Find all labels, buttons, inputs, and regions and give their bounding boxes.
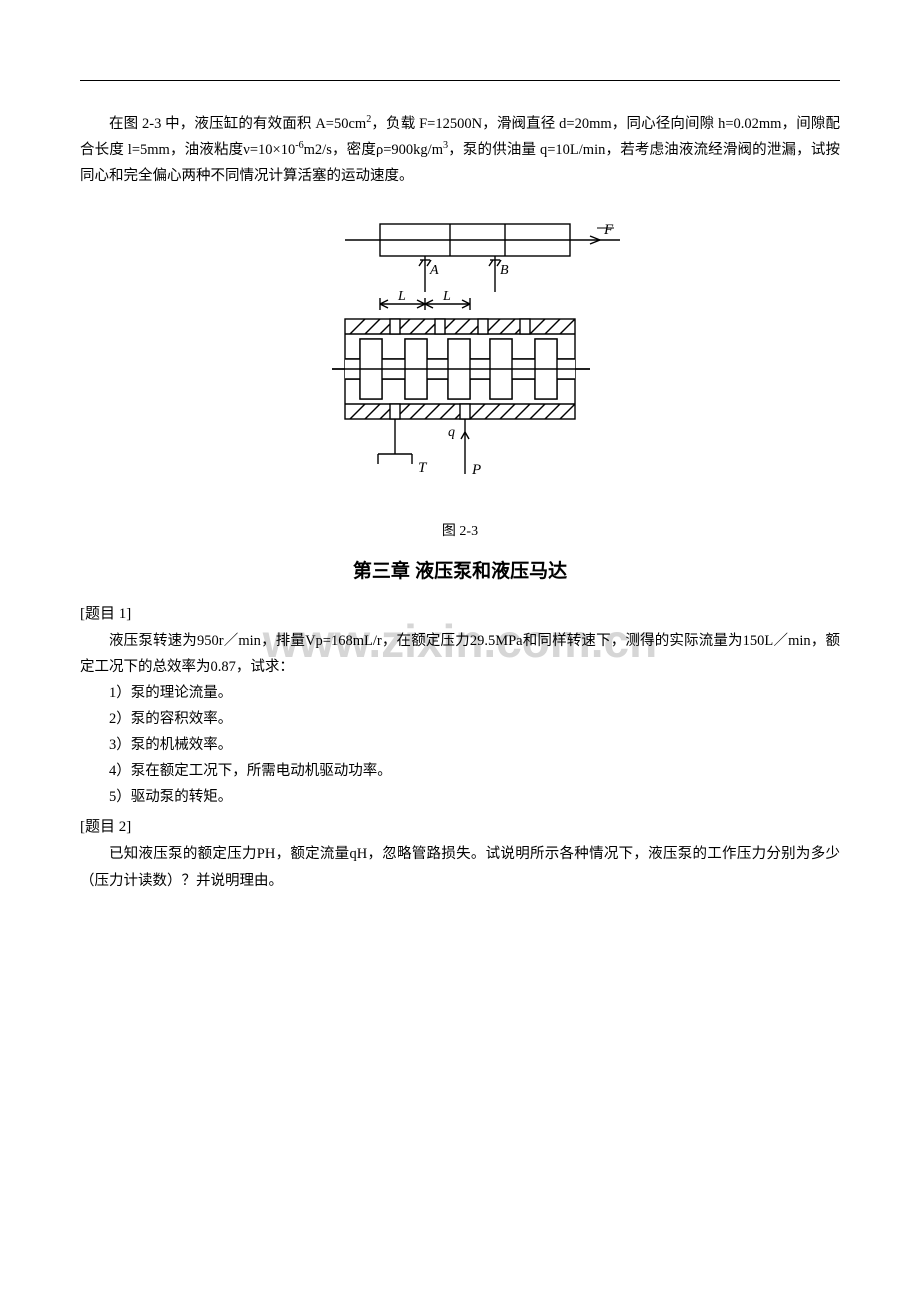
q1-item-2: 2）泵的容积效率。: [80, 706, 840, 732]
q2-body: 已知液压泵的额定压力PH，额定流量qH，忽略管路损失。试说明所示各种情况下，液压…: [80, 841, 840, 893]
diagram-caption: 图 2-3: [80, 519, 840, 544]
label-T: T: [418, 460, 428, 476]
diagram-2-3: F A B L L q T P 图 2-3: [80, 214, 840, 544]
q1-label: [题目 1]: [80, 601, 840, 628]
q1-item-1: 1）泵的理论流量。: [80, 680, 840, 706]
q1-item-5: 5）驱动泵的转矩。: [80, 784, 840, 810]
chapter-title: 第三章 液压泵和液压马达: [80, 555, 840, 589]
label-q: q: [448, 425, 455, 440]
label-L2: L: [442, 289, 451, 304]
label-F: F: [603, 222, 614, 238]
q2-label: [题目 2]: [80, 814, 840, 841]
label-B: B: [500, 263, 509, 278]
label-A: A: [429, 263, 439, 278]
question-1: [题目 1] 液压泵转速为950r／min，排量Vp=168mL/r，在额定压力…: [80, 601, 840, 811]
label-L1: L: [397, 289, 406, 304]
q1-body: 液压泵转速为950r／min，排量Vp=168mL/r，在额定压力29.5MPa…: [80, 628, 840, 680]
top-rule: [80, 80, 840, 81]
q1-item-4: 4）泵在额定工况下，所需电动机驱动功率。: [80, 758, 840, 784]
question-2: [题目 2] 已知液压泵的额定压力PH，额定流量qH，忽略管路损失。试说明所示各…: [80, 814, 840, 893]
label-P: P: [471, 462, 481, 478]
q1-item-3: 3）泵的机械效率。: [80, 732, 840, 758]
intro-paragraph: 在图 2-3 中，液压缸的有效面积 A=50cm2，负载 F=12500N，滑阀…: [80, 111, 840, 189]
